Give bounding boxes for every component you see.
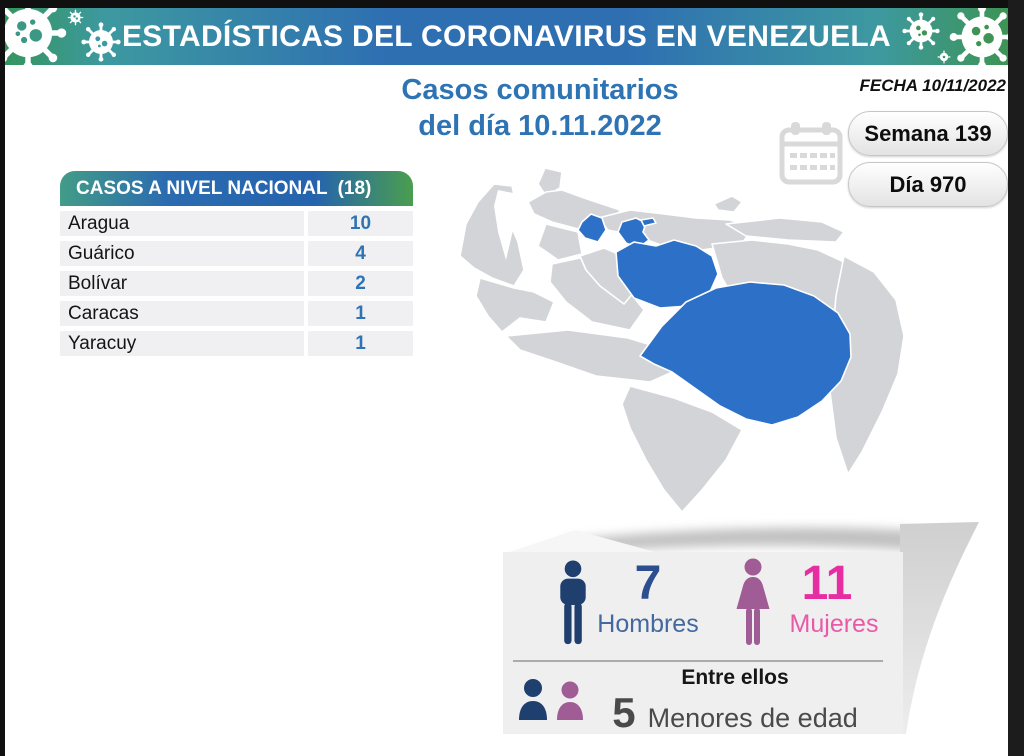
state-cases: 4 <box>308 241 413 266</box>
panel-fold-shadow <box>565 527 910 554</box>
table-header-count: (18) <box>337 177 372 199</box>
minors-block: Entre ellos 5 Menores de edad <box>600 666 870 734</box>
female-icon <box>736 558 770 645</box>
table-row: Aragua 10 <box>60 211 413 236</box>
minors-count: 5 <box>612 689 636 736</box>
table-row: Yaracuy 1 <box>60 331 413 356</box>
map-region-margarita <box>713 195 743 213</box>
day-badge: Día 970 <box>848 162 1008 207</box>
minors-label: Menores de edad <box>647 703 858 733</box>
map-region-andes <box>475 277 555 333</box>
map-state-bolivar <box>639 281 852 426</box>
day-badge-label: Día 970 <box>889 171 967 197</box>
table-row: Caracas 1 <box>60 301 413 326</box>
panel-fold <box>503 530 655 554</box>
frame-right-bar <box>1008 0 1024 756</box>
virus-icon <box>902 12 940 50</box>
lake-maracaibo <box>494 190 518 260</box>
page-title: ESTADÍSTICAS DEL CORONAVIRUS EN VENEZUEL… <box>121 19 892 53</box>
cases-table: CASOS A NIVEL NACIONAL (18) Aragua 10 Gu… <box>60 171 413 356</box>
state-cases: 1 <box>308 301 413 326</box>
virus-icon <box>81 22 121 62</box>
table-row: Bolívar 2 <box>60 271 413 296</box>
virus-icon <box>949 8 1008 65</box>
map-state-yaracuy <box>577 213 607 243</box>
venezuela-map <box>459 167 905 513</box>
map-state-aragua <box>617 217 650 249</box>
map-state-guarico <box>615 239 719 309</box>
adults-children-icon <box>519 679 583 720</box>
map-region-lara <box>537 223 583 261</box>
week-badge-label: Semana 139 <box>864 120 992 146</box>
women-count: 11 <box>801 557 853 610</box>
virus-icon <box>5 8 67 65</box>
week-badge: Semana 139 <box>848 111 1008 156</box>
map-region-amazonas <box>621 385 743 513</box>
state-name: Bolívar <box>60 271 304 296</box>
table-row: Guárico 4 <box>60 241 413 266</box>
minors-line: 5 Menores de edad <box>600 692 870 734</box>
state-name: Caracas <box>60 301 304 326</box>
panel-curl <box>900 522 979 734</box>
state-name: Aragua <box>60 211 304 236</box>
men-count: 7 <box>634 557 662 610</box>
calendar-icon <box>779 122 843 185</box>
frame-left-bar <box>0 0 5 756</box>
state-cases: 2 <box>308 271 413 296</box>
subtitle: Casos comunitarios del día 10.11.2022 <box>370 72 710 144</box>
minors-intro: Entre ellos <box>681 666 789 689</box>
virus-icon <box>67 9 84 26</box>
male-icon <box>560 560 586 645</box>
state-cases: 1 <box>308 331 413 356</box>
women-label: Mujeres <box>789 610 879 638</box>
men-label: Hombres <box>597 610 699 638</box>
state-name: Yaracuy <box>60 331 304 356</box>
virus-icon <box>937 50 951 64</box>
table-header: CASOS A NIVEL NACIONAL (18) <box>60 171 413 206</box>
header-banner: ESTADÍSTICAS DEL CORONAVIRUS EN VENEZUEL… <box>5 8 1008 65</box>
table-header-title: CASOS A NIVEL NACIONAL <box>76 177 328 199</box>
panel-divider <box>513 660 883 662</box>
state-name: Guárico <box>60 241 304 266</box>
state-cases: 10 <box>308 211 413 236</box>
frame-top-bar <box>0 0 1024 8</box>
map-region-sucre <box>725 217 845 243</box>
subtitle-line1: Casos comunitarios <box>401 74 679 106</box>
subtitle-line2: del día 10.11.2022 <box>418 110 662 142</box>
map-state-caracas <box>640 217 657 227</box>
date-label: FECHA 10/11/2022 <box>859 76 1006 95</box>
map-region-apure <box>505 329 687 383</box>
